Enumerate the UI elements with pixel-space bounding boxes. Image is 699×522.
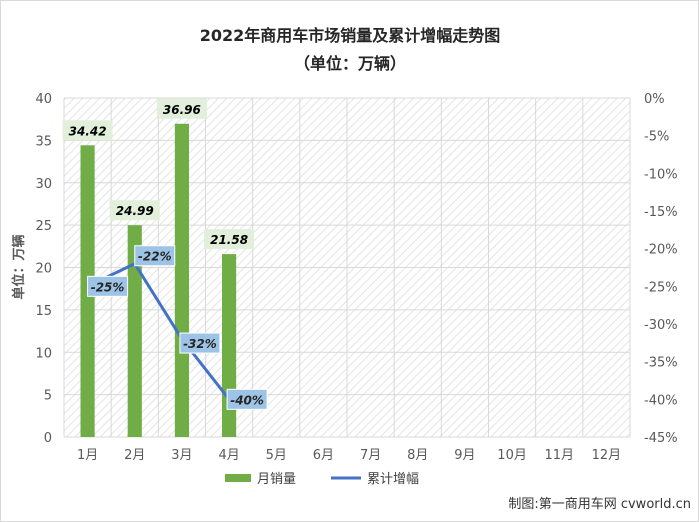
x-tick-label: 7月 (360, 448, 381, 463)
x-tick-label: 9月 (454, 448, 475, 463)
y2-tick-label: 0% (644, 92, 665, 107)
bar-data-label: 21.58 (210, 233, 248, 247)
line-label-bg (179, 332, 221, 354)
y-tick-label: 20 (35, 262, 52, 277)
y-tick-label: 15 (35, 304, 52, 319)
x-tick-label: 10月 (497, 448, 527, 463)
line-data-label: -32% (183, 337, 217, 351)
y2-tick-label: -30% (644, 318, 678, 333)
legend-label-line: 累计增幅 (367, 472, 419, 487)
bar (174, 123, 189, 437)
chart-title: 2022年商用车市场销量及累计增幅走势图 (200, 26, 501, 45)
line-label-bg (226, 388, 268, 410)
bar-data-label: 36.96 (163, 103, 201, 117)
y2-tick-label: -5% (644, 130, 669, 145)
y-tick-label: 0 (44, 431, 52, 446)
y2-tick-label: -20% (644, 243, 678, 258)
y2-tick-label: -40% (644, 393, 678, 408)
y-tick-label: 35 (35, 134, 52, 149)
y-tick-label: 25 (35, 219, 52, 234)
y-axis-label: 单位：万辆 (11, 234, 27, 299)
y-tick-label: 30 (35, 177, 52, 192)
line-series (86, 262, 231, 401)
bar-data-label: 34.42 (69, 124, 107, 138)
chart-subtitle: （单位：万辆） (294, 54, 406, 73)
y-tick-label: 5 (44, 389, 52, 404)
x-tick-label: 3月 (171, 448, 192, 463)
line-label-bg (134, 245, 176, 267)
line-label-bg (87, 275, 129, 297)
line-data-label: -22% (138, 250, 172, 264)
plot-area: 0 5 10 15 20 25 30 35 40 0% -5% -10% -15% -20% -25% -30… (35, 92, 677, 463)
line-data-label: -25% (91, 280, 125, 294)
bar (127, 225, 142, 437)
x-tick-label: 1月 (77, 448, 98, 463)
x-tick-label: 5月 (266, 448, 287, 463)
y2-tick-label: -35% (644, 356, 678, 371)
y2-tick-label: -15% (644, 205, 678, 220)
x-tick-label: 8月 (407, 448, 428, 463)
y-tick-label: 40 (35, 92, 52, 107)
bar-label-bg (156, 98, 207, 119)
legend-label-bar: 月销量 (257, 472, 296, 487)
legend: 月销量 累计增幅 (225, 472, 419, 487)
bar-label-bg (62, 120, 113, 141)
x-tick-label: 6月 (313, 448, 334, 463)
chart-footer: 制图:第一商用车网 cvworld.cn (508, 496, 691, 512)
line-data-label: -40% (230, 393, 264, 407)
bar-label-bg (109, 200, 160, 221)
x-tick-label: 11月 (544, 448, 574, 463)
y2-tick-label: -25% (644, 280, 678, 295)
y2-tick-label: -10% (644, 167, 678, 182)
x-tick-label: 4月 (218, 448, 239, 463)
y-tick-label: 10 (35, 346, 52, 361)
bar-data-label: 24.99 (116, 204, 154, 218)
legend-swatch-bar (225, 474, 251, 482)
x-tick-label: 2月 (124, 448, 145, 463)
x-tick-label: 12月 (592, 448, 622, 463)
bar-label-bg (204, 229, 255, 250)
y2-tick-label: -45% (644, 431, 678, 446)
